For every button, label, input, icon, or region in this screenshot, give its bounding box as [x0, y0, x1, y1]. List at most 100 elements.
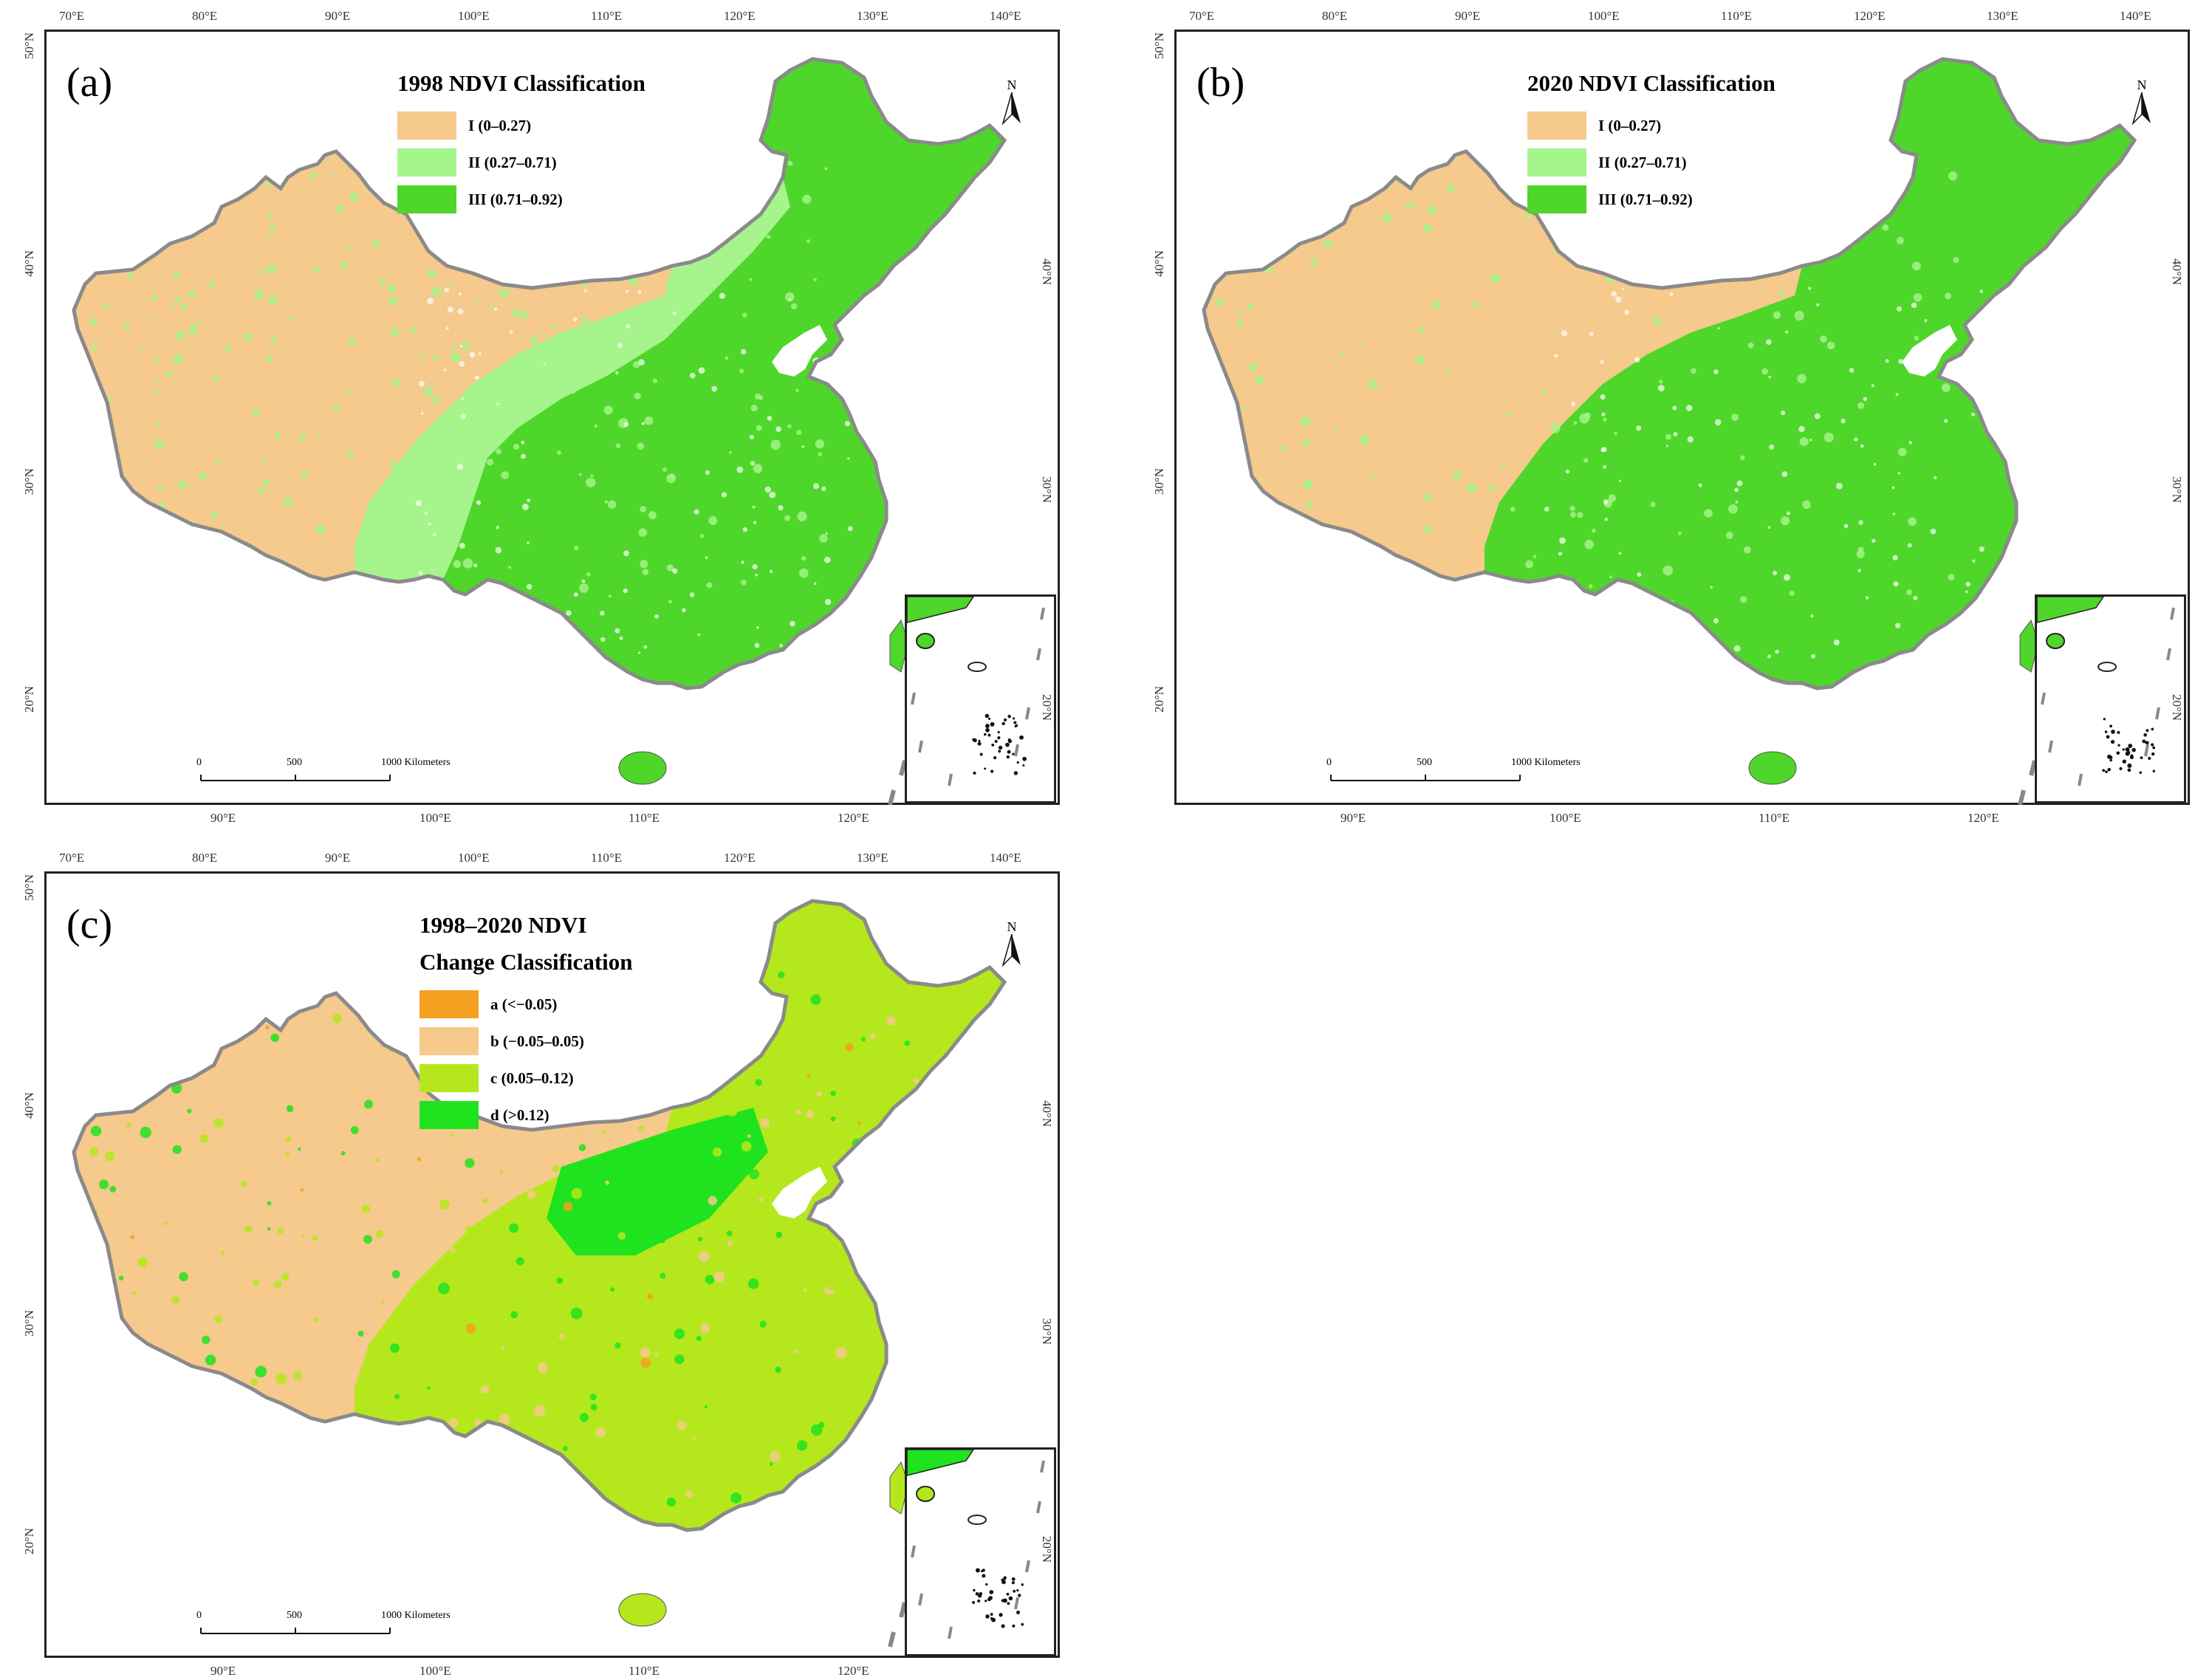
texture-speck	[1610, 639, 1617, 645]
texture-speck	[165, 998, 174, 1007]
texture-speck	[86, 1458, 99, 1471]
texture-speck	[646, 1070, 655, 1080]
texture-speck	[857, 1261, 867, 1271]
texture-speck	[1334, 428, 1338, 432]
texture-speck	[427, 298, 434, 305]
texture-speck	[410, 1165, 414, 1169]
texture-speck	[106, 1207, 117, 1217]
texture-speck	[700, 1323, 710, 1333]
panel-label: (c)	[66, 902, 113, 947]
texture-speck	[563, 1201, 573, 1212]
texture-speck	[250, 1378, 258, 1386]
texture-speck	[721, 1444, 733, 1456]
texture-speck	[820, 640, 823, 643]
texture-speck	[666, 473, 677, 484]
texture-speck	[886, 1015, 896, 1026]
bottom-lon-tick: 90°E	[210, 811, 236, 825]
texture-speck	[677, 219, 682, 224]
texture-speck	[1747, 342, 1754, 349]
texture-speck	[666, 1497, 677, 1507]
texture-speck	[293, 1371, 302, 1380]
texture-speck	[110, 1439, 120, 1449]
texture-speck	[1609, 223, 1620, 233]
inset-islet	[983, 733, 987, 736]
texture-speck	[1359, 343, 1363, 347]
inset-dash	[2144, 744, 2149, 757]
texture-speck	[1349, 536, 1358, 545]
texture-speck	[448, 1418, 459, 1428]
texture-speck	[390, 328, 400, 337]
texture-speck	[1339, 352, 1344, 357]
texture-speck	[930, 1196, 934, 1200]
texture-speck	[444, 287, 449, 292]
texture-speck	[1814, 183, 1823, 192]
texture-speck	[803, 1288, 807, 1292]
texture-speck	[103, 1333, 111, 1341]
texture-speck	[270, 1293, 273, 1297]
texture-speck	[1411, 161, 1421, 171]
texture-speck	[759, 1197, 764, 1202]
scale-label-zero: 0	[196, 757, 202, 768]
texture-speck	[500, 376, 505, 381]
texture-speck	[1820, 335, 1827, 343]
texture-speck	[275, 1373, 287, 1385]
inset-islet	[2103, 718, 2106, 721]
texture-speck	[629, 307, 640, 318]
texture-speck	[745, 1004, 754, 1013]
texture-speck	[1506, 412, 1513, 418]
texture-speck	[427, 1386, 431, 1390]
texture-speck	[750, 461, 755, 466]
texture-speck	[344, 391, 350, 396]
inset-islet	[997, 736, 1001, 740]
north-arrow-icon	[2131, 92, 2151, 126]
inset-islet	[1012, 1624, 1016, 1628]
texture-speck	[595, 1427, 606, 1438]
texture-speck	[225, 947, 234, 957]
texture-speck	[118, 1275, 124, 1280]
inset-islet	[987, 717, 991, 720]
texture-speck	[486, 459, 494, 466]
texture-speck	[527, 498, 531, 503]
texture-speck	[1309, 185, 1317, 192]
texture-speck	[390, 1343, 400, 1353]
texture-speck	[570, 1348, 581, 1360]
right-lat-tick: 30°N	[2170, 476, 2184, 504]
texture-speck	[1242, 405, 1246, 410]
inset-islet	[1011, 1577, 1016, 1581]
legend-item: II (0.27–0.71)	[1527, 144, 1776, 181]
inset-islet	[990, 721, 995, 727]
texture-speck	[838, 1487, 846, 1495]
texture-speck	[208, 281, 216, 288]
inset-islet	[2128, 744, 2133, 748]
texture-speck	[697, 633, 700, 637]
texture-speck	[1767, 526, 1771, 529]
texture-speck	[1570, 512, 1576, 518]
texture-speck	[273, 1358, 284, 1369]
texture-speck	[1906, 589, 1913, 595]
texture-speck	[277, 1227, 284, 1235]
texture-speck	[418, 380, 425, 387]
texture-speck	[1600, 394, 1606, 400]
texture-speck	[453, 346, 458, 351]
texture-speck	[267, 1201, 272, 1206]
texture-speck	[301, 471, 308, 479]
inset-islet	[973, 771, 976, 775]
texture-speck	[126, 1122, 131, 1128]
texture-speck	[1247, 186, 1258, 196]
texture-speck	[1785, 330, 1789, 334]
inset-islet	[975, 1591, 979, 1596]
texture-speck	[605, 1180, 610, 1185]
north-arrow: N	[2127, 78, 2157, 129]
texture-speck	[1893, 581, 1899, 587]
texture-speck	[1415, 355, 1424, 364]
inset-islet	[1021, 1583, 1024, 1586]
texture-speck	[413, 1220, 424, 1231]
inset-dash	[948, 773, 953, 786]
texture-speck	[1930, 528, 1937, 535]
texture-speck	[412, 549, 421, 558]
texture-speck	[573, 592, 578, 597]
texture-speck	[113, 1376, 122, 1385]
texture-speck	[742, 1161, 753, 1173]
scale-bar-line	[200, 1628, 391, 1634]
left-lat-tick: 30°N	[22, 1309, 36, 1337]
